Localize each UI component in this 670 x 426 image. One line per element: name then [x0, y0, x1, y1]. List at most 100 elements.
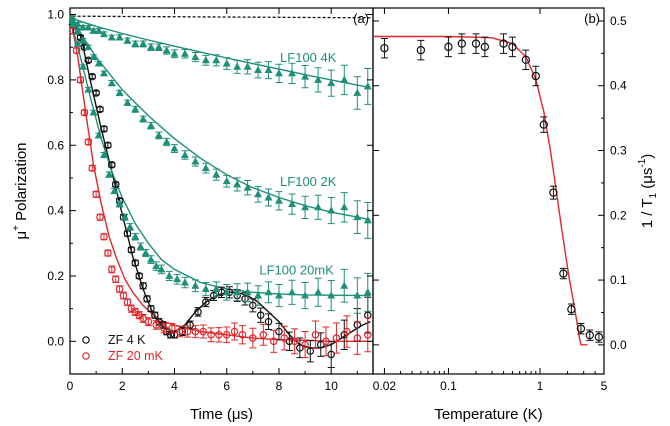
data-point — [88, 72, 97, 81]
error-bar — [322, 326, 330, 357]
legend-label: ZF 4 K — [108, 333, 146, 347]
data-point — [567, 305, 576, 314]
data-point — [274, 69, 283, 77]
x-tick-label: 0.02 — [373, 379, 397, 393]
data-point — [269, 337, 278, 346]
data-point — [170, 144, 179, 152]
data-point — [100, 232, 108, 241]
data-point — [123, 98, 132, 106]
data-point — [254, 65, 263, 74]
error-bar — [199, 324, 207, 339]
data-point — [99, 150, 108, 158]
error-bar — [532, 65, 540, 87]
y-tick-label: 0.8 — [47, 73, 64, 87]
data-point — [264, 288, 273, 296]
data-point — [343, 327, 351, 336]
error-bar — [207, 327, 215, 343]
error-bar — [353, 321, 361, 355]
data-point — [111, 180, 120, 189]
data-point — [131, 232, 140, 240]
data-point — [285, 337, 294, 346]
data-point — [107, 78, 116, 87]
data-point — [152, 321, 160, 329]
y-tick-label: 0.2 — [610, 208, 627, 222]
data-point — [154, 43, 163, 51]
data-point — [499, 39, 508, 48]
x-tick-label: 8 — [276, 379, 283, 393]
data-point — [170, 49, 179, 57]
data-point — [363, 82, 372, 90]
data-point — [327, 206, 336, 214]
data-point — [249, 334, 257, 342]
data-point — [89, 108, 98, 116]
data-point — [353, 88, 362, 96]
data-point — [256, 311, 265, 319]
error-bar — [306, 339, 314, 363]
data-point — [115, 199, 124, 208]
error-bar — [444, 36, 452, 58]
data-point — [353, 212, 362, 221]
data-point — [141, 248, 150, 257]
error-bar — [301, 331, 309, 359]
y-tick-label: 0.2 — [47, 269, 64, 283]
x-tick-label: 0 — [67, 379, 74, 393]
data-point — [508, 42, 517, 52]
data-point — [152, 261, 161, 270]
x-tick-label: 1 — [537, 379, 544, 393]
data-point — [139, 314, 147, 323]
data-point — [301, 291, 310, 299]
y-tick-label: 0.3 — [610, 144, 627, 158]
data-point — [230, 327, 239, 336]
data-point — [76, 76, 85, 84]
data-point — [96, 213, 104, 221]
data-point — [233, 62, 242, 70]
data-point — [222, 59, 231, 67]
data-point — [115, 33, 124, 41]
data-point — [115, 88, 124, 96]
data-point — [254, 291, 263, 299]
data-point — [274, 196, 283, 204]
data-point — [105, 170, 114, 178]
error-bar — [223, 326, 231, 344]
data-point — [84, 56, 93, 65]
data-point — [115, 285, 124, 293]
data-point — [274, 291, 283, 299]
data-point — [191, 281, 200, 289]
error-bar — [343, 315, 351, 348]
data-point — [201, 163, 210, 172]
data-point — [139, 281, 147, 290]
data-point — [131, 105, 140, 113]
data-point — [173, 275, 182, 283]
panel-b-axes: 0.02 0.1 1 5 0.0 0.1 0.2 0.3 0.4 0.5 — [373, 8, 627, 393]
data-point — [168, 324, 176, 333]
data-point — [146, 121, 155, 129]
data-point — [327, 78, 336, 87]
data-point — [88, 164, 97, 172]
data-point — [215, 330, 223, 339]
error-bar — [270, 329, 278, 353]
data-point — [296, 344, 304, 352]
data-point — [222, 330, 231, 339]
data-point — [191, 52, 200, 60]
error-bar — [508, 36, 516, 58]
data-point — [259, 330, 268, 339]
data-point — [311, 330, 320, 339]
data-point — [76, 33, 85, 42]
data-point — [212, 284, 221, 292]
data-point — [288, 69, 297, 77]
data-point — [72, 46, 81, 55]
y-tick-label: 0.6 — [47, 138, 64, 152]
data-point — [314, 75, 323, 83]
series-annotation: LF100 2K — [280, 174, 337, 189]
data-point — [264, 317, 273, 326]
error-bar — [472, 33, 480, 54]
data-point — [180, 150, 189, 158]
y-tick-label: 0.4 — [610, 79, 627, 93]
legend-marker — [82, 336, 90, 344]
reference-line — [72, 15, 371, 19]
data-point — [327, 350, 336, 359]
data-point — [73, 39, 82, 47]
data-point — [594, 332, 604, 342]
data-point — [131, 39, 140, 47]
panel-a-label: (a) — [353, 11, 369, 26]
